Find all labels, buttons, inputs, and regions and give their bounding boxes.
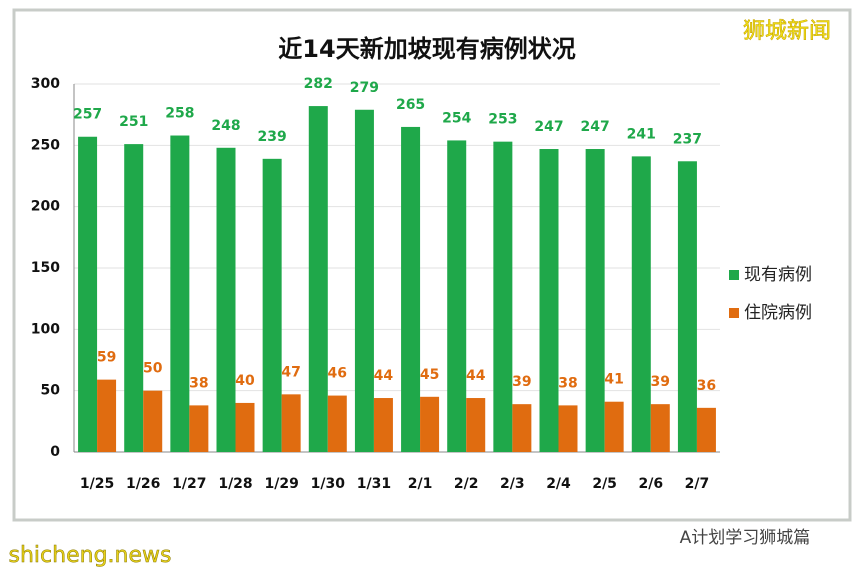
data-label: 251 [119,114,148,130]
bar [308,106,328,452]
data-label: 253 [488,112,517,128]
data-label: 247 [581,119,610,135]
data-label: 44 [374,368,394,384]
data-label: 257 [73,107,102,123]
x-tick-label: 2/7 [685,476,710,492]
data-label: 36 [697,378,716,394]
data-label: 248 [211,118,240,134]
credit: A计划学习狮城篇 [680,528,811,548]
bar [124,144,144,452]
legend-label: 住院病例 [744,303,812,323]
data-label: 44 [466,368,486,384]
y-tick-label: 50 [41,383,61,399]
bar [281,394,301,452]
bar [420,396,440,452]
bar [401,126,421,452]
bar [558,405,578,452]
bar [170,135,190,452]
bar [373,398,393,452]
bar [447,140,467,452]
x-tick-label: 1/27 [172,476,206,492]
bar [216,147,236,452]
bar [262,158,282,452]
data-label: 45 [420,367,439,383]
bar [189,405,209,452]
x-tick-label: 1/30 [311,476,346,492]
y-tick-label: 0 [50,444,60,460]
x-tick-label: 2/3 [500,476,525,492]
bar [78,136,98,452]
y-tick-label: 150 [31,260,60,276]
bar [493,141,513,453]
data-label: 265 [396,97,425,113]
bar [677,161,697,452]
data-label: 279 [350,80,379,96]
bar [512,404,532,452]
x-tick-label: 2/2 [454,476,479,492]
x-tick-label: 2/4 [546,476,571,492]
bar [143,390,163,452]
y-tick-label: 250 [31,137,60,153]
x-tick-label: 2/6 [638,476,663,492]
data-label: 241 [627,126,656,142]
data-label: 47 [281,364,300,380]
data-label: 237 [673,131,702,147]
data-label: 38 [558,375,577,391]
chart-title: 近14天新加坡现有病例状况 [278,35,575,63]
bar [585,149,605,452]
bar [696,407,716,452]
data-label: 282 [304,76,333,92]
x-tick-label: 1/28 [218,476,252,492]
legend-swatch [729,270,739,280]
data-label: 254 [442,110,471,126]
bar [327,395,347,452]
legend-swatch [729,308,739,318]
x-tick-label: 1/25 [80,476,114,492]
x-tick-label: 2/1 [408,476,433,492]
x-tick-label: 1/31 [357,476,391,492]
data-label: 239 [258,129,287,145]
data-label: 40 [235,373,255,389]
legend-label: 现有病例 [744,265,812,285]
site-watermark: shicheng.news [9,543,172,568]
data-label: 258 [165,106,194,122]
bar [466,398,486,452]
bar [631,156,651,452]
data-label: 38 [189,375,208,391]
data-label: 46 [328,366,347,382]
data-label: 247 [534,119,563,135]
data-label: 59 [97,350,116,366]
bar [235,402,255,452]
x-tick-label: 1/29 [264,476,298,492]
x-tick-label: 1/26 [126,476,160,492]
data-label: 50 [143,361,163,377]
brand: 狮城新闻 [743,19,831,44]
bar [97,379,117,452]
bar [354,109,374,452]
y-tick-label: 100 [31,321,60,337]
data-label: 41 [604,372,623,388]
bar [539,149,559,452]
y-tick-label: 200 [31,199,60,215]
bar [604,401,624,452]
data-label: 39 [651,374,670,390]
y-tick-label: 300 [31,76,60,92]
data-label: 39 [512,374,531,390]
x-tick-label: 2/5 [592,476,617,492]
bar [650,404,670,452]
